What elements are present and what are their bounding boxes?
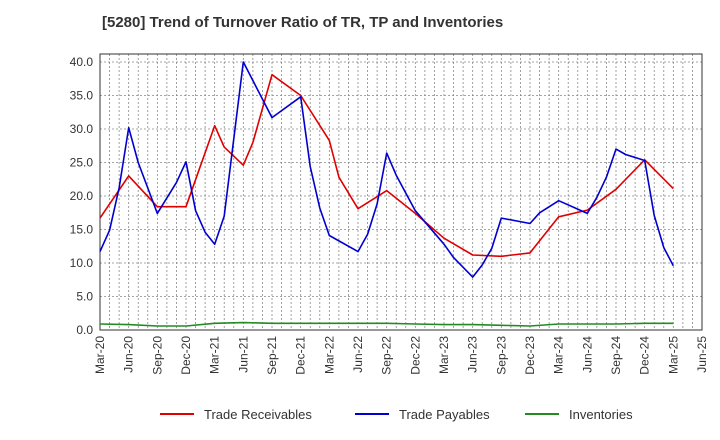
series-line-inventories [99, 321, 674, 327]
x-tick-label: Mar-22 [322, 336, 336, 374]
y-tick-label: 20.0 [70, 189, 94, 203]
y-tick-label: 35.0 [70, 89, 94, 103]
x-tick-label: Jun-22 [351, 336, 365, 373]
y-tick-label: 10.0 [70, 256, 94, 270]
legend-label-trade-receivables: Trade Receivables [204, 407, 312, 422]
y-tick-label: 15.0 [70, 223, 94, 237]
chart-title: [5280] Trend of Turnover Ratio of TR, TP… [102, 14, 504, 31]
x-tick-label: Sep-24 [609, 336, 623, 375]
series-line-trade-receivables [99, 73, 674, 258]
x-tick-label: Jun-20 [122, 336, 136, 373]
legend-label-trade-payables: Trade Payables [399, 407, 490, 422]
y-axis: 0.0 5.0 10.0 15.0 20.0 25.0 30.0 35.0 40.0 [70, 55, 94, 337]
y-tick-label: 40.0 [70, 55, 94, 69]
x-tick-label: Dec-21 [294, 336, 308, 375]
x-tick-label: Sep-21 [265, 336, 279, 375]
x-tick-label: Jun-25 [695, 336, 709, 373]
series-layer [99, 61, 675, 327]
x-tick-label: Mar-24 [552, 336, 566, 374]
x-tick-label: Mar-23 [437, 336, 451, 374]
x-tick-label: Jun-24 [580, 336, 594, 373]
x-tick-label: Dec-24 [638, 336, 652, 375]
x-tick-label: Mar-20 [93, 336, 107, 374]
x-axis: Mar-20 Jun-20 Sep-20 Dec-20 Mar-21 Jun-21 Sep-… [93, 336, 709, 375]
x-tick-label: Dec-20 [179, 336, 193, 375]
x-tick-label: Dec-22 [408, 336, 422, 375]
legend: Trade Receivables Trade Payables Inventori… [160, 407, 633, 422]
y-tick-label: 0.0 [76, 323, 93, 337]
y-tick-label: 5.0 [76, 290, 93, 304]
x-tick-label: Jun-21 [236, 336, 250, 373]
x-tick-label: Mar-21 [208, 336, 222, 374]
series-line-trade-payables [99, 61, 675, 278]
x-tick-label: Sep-22 [380, 336, 394, 375]
x-tick-label: Jun-23 [466, 336, 480, 373]
legend-label-inventories: Inventories [569, 407, 633, 422]
x-tick-label: Sep-20 [150, 336, 164, 375]
y-tick-label: 25.0 [70, 156, 94, 170]
y-tick-label: 30.0 [70, 122, 94, 136]
x-tick-label: Dec-23 [523, 336, 537, 375]
x-tick-label: Sep-23 [494, 336, 508, 375]
x-tick-label: Mar-25 [666, 336, 680, 374]
plot-border [99, 53, 703, 331]
